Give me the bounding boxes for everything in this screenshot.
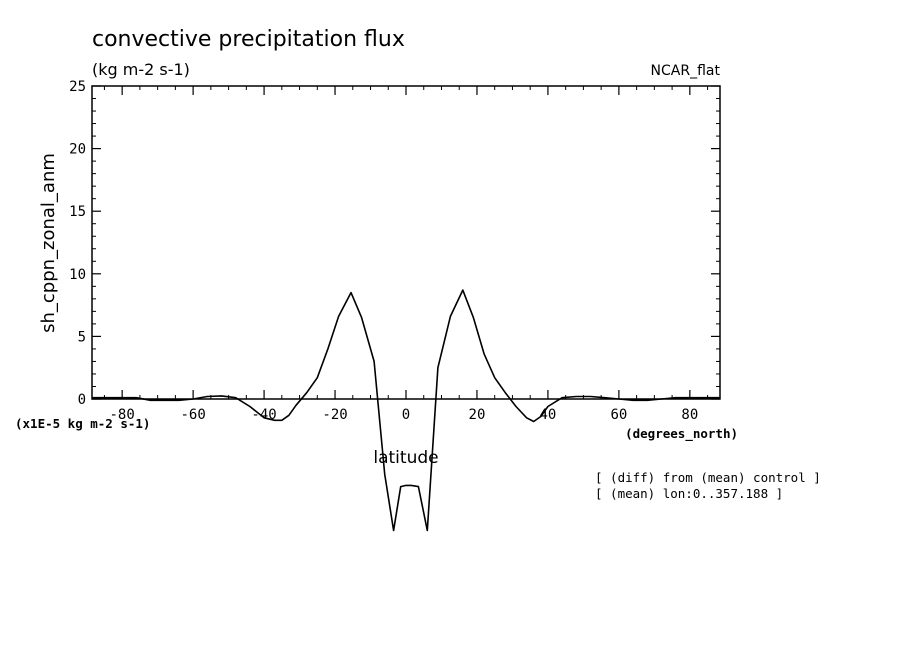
x-tick-label: 60 <box>610 407 627 423</box>
x-axis-ticks: -80 -60 -40 -20 0 20 40 60 80 <box>110 86 698 423</box>
y-tick-label: 15 <box>69 204 86 220</box>
x-tick-label: 40 <box>539 407 556 423</box>
x-axis-label: latitude <box>373 448 438 468</box>
y-tick-label: 5 <box>78 329 86 345</box>
y-units-label: (x1E-5 kg m-2 s-1) <box>15 416 150 431</box>
x-tick-label: 0 <box>402 407 410 423</box>
chart-title: convective precipitation flux <box>92 27 405 52</box>
series-line <box>92 289 720 532</box>
x-tick-label: -80 <box>110 407 135 423</box>
y-minor-ticks <box>92 98 720 387</box>
y-axis-ticks: 0 5 10 15 20 25 <box>69 79 720 408</box>
x-tick-label: -20 <box>322 407 347 423</box>
x-units-label: (degrees_north) <box>625 426 738 442</box>
x-tick-label: -60 <box>180 407 205 423</box>
plot-frame <box>91 85 721 400</box>
dataset-label: NCAR_flat <box>651 63 721 79</box>
x-tick-label: 20 <box>469 407 486 423</box>
y-tick-label: 25 <box>69 79 86 95</box>
note-mean: [ (mean) lon:0..357.188 ] <box>595 486 783 501</box>
y-tick-label: 0 <box>78 392 86 408</box>
x-tick-label: 80 <box>681 407 698 423</box>
x-minor-ticks <box>103 86 709 399</box>
chart-subtitle: (kg m-2 s-1) <box>92 60 190 79</box>
y-tick-label: 10 <box>69 267 86 283</box>
note-diff: [ (diff) from (mean) control ] <box>595 470 821 485</box>
y-axis-label: sh_cppn_zonal_anm <box>38 153 59 333</box>
y-tick-label: 20 <box>69 142 86 158</box>
